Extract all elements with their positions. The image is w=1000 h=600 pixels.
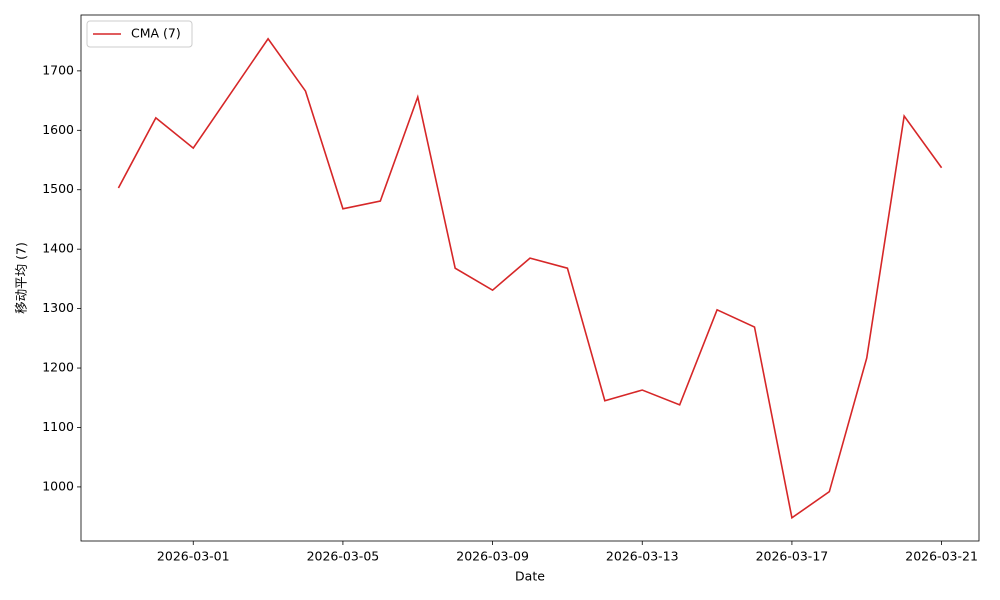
y-axis-label: 移动平均 (7)	[14, 242, 29, 314]
line	[117, 37, 943, 520]
y-tick-label: 1400	[42, 241, 74, 256]
legend-label: CMA (7)	[131, 26, 181, 41]
legend-box	[86, 20, 193, 48]
x-axis-label: Date	[515, 569, 545, 584]
y-tick-label: 1100	[42, 419, 74, 434]
x-tick-label: 2026-03-05	[307, 549, 380, 564]
x-tick-label: 2026-03-09	[456, 549, 529, 564]
plot-frame	[80, 14, 980, 542]
x-tick-label: 2026-03-17	[756, 549, 829, 564]
y-tick-label: 1000	[42, 478, 74, 493]
x-tick-label: 2026-03-01	[157, 549, 230, 564]
y-tick-label: 1300	[42, 300, 74, 315]
y-tick-label: 1500	[42, 181, 74, 196]
x-tick-label: 2026-03-13	[606, 549, 679, 564]
y-tick-label: 1200	[42, 360, 74, 375]
x-tick-label: 2026-03-21	[905, 549, 978, 564]
y-tick-label: 1700	[42, 62, 74, 77]
y-tick-label: 1600	[42, 122, 74, 137]
